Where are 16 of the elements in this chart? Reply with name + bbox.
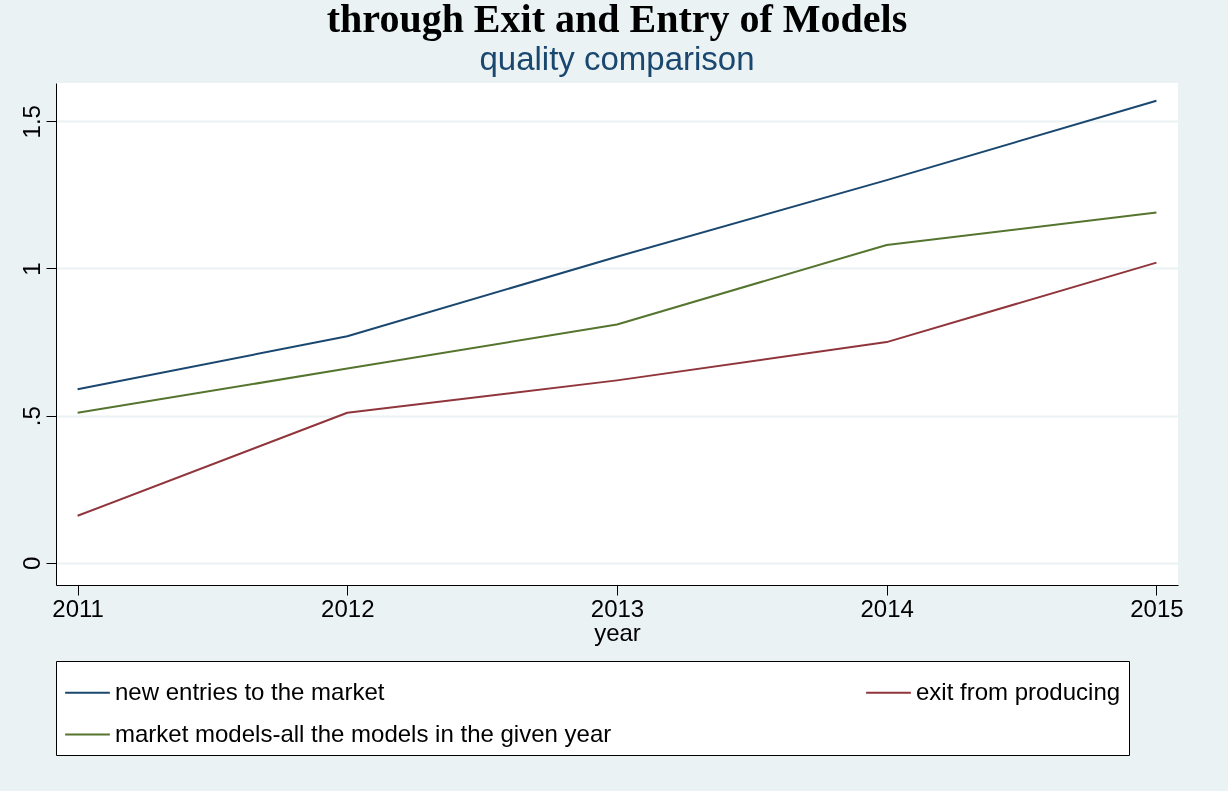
line-series xyxy=(76,211,1158,414)
chart-title: through Exit and Entry of Models xyxy=(326,0,908,41)
y-tick-label: 0 xyxy=(17,556,45,571)
x-tick-label: 2014 xyxy=(860,594,914,622)
x-tick-label: 2011 xyxy=(52,594,104,622)
line-series xyxy=(76,99,1158,391)
chart-subtitle: quality comparison xyxy=(479,40,755,77)
y-tick-label: 1 xyxy=(17,262,45,276)
legend-label: market models-all the models in the given year xyxy=(115,719,612,747)
y-tick-label: .5 xyxy=(17,406,45,427)
line-series xyxy=(76,261,1158,517)
x-tick-label: 2012 xyxy=(321,594,375,622)
y-tick-label: 1.5 xyxy=(17,105,45,139)
legend-label: exit from producing xyxy=(916,677,1121,705)
legend-label: new entries to the market xyxy=(115,677,385,705)
x-tick-label: 2015 xyxy=(1130,594,1184,622)
